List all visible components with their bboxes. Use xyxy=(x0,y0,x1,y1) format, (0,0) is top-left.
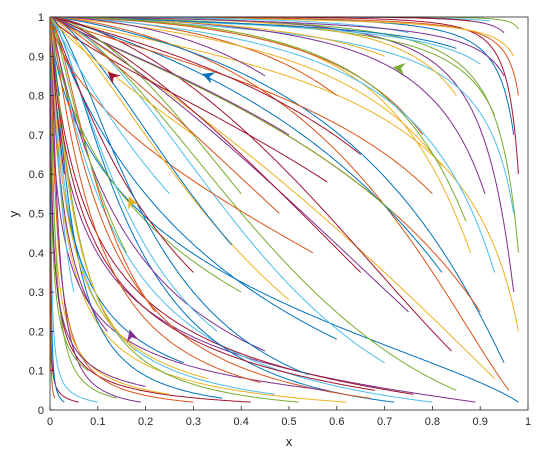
trajectory-line xyxy=(50,16,290,136)
trajectory-line xyxy=(50,16,443,273)
y-axis-label: y xyxy=(6,210,21,217)
trajectory-line xyxy=(49,16,299,403)
direction-arrow xyxy=(202,72,216,84)
trajectory-line xyxy=(50,16,495,273)
trajectory-line xyxy=(49,16,194,136)
trajectory-line xyxy=(50,16,452,352)
trajectory-line xyxy=(50,16,510,391)
x-tick-label: 0.4 xyxy=(234,416,249,428)
trajectory-line xyxy=(49,16,127,254)
plot-background xyxy=(50,17,528,410)
trajectory-line xyxy=(50,16,280,214)
x-tick-label: 0.8 xyxy=(425,416,440,428)
trajectory-line xyxy=(50,16,457,391)
x-tick-label: 0.1 xyxy=(90,416,105,428)
trajectory-line xyxy=(50,16,361,155)
trajectory-line xyxy=(49,17,266,352)
y-tick-label: 0.4 xyxy=(29,248,44,260)
trajectory-line xyxy=(49,16,433,403)
trajectory-line xyxy=(50,16,519,332)
y-tick-label: 0.5 xyxy=(29,209,44,221)
trajectory-line xyxy=(49,16,208,380)
x-tick-label: 1 xyxy=(525,416,531,428)
ticks-group: 0 0.1 0.2 0.3 0.4 0.5 0.6 0.7 0.8 0.9 1 0 0.1 0.2 0.3 0… xyxy=(29,12,531,428)
x-tick-label: 0.9 xyxy=(473,416,488,428)
direction-arrow xyxy=(128,196,140,210)
trajectory-line xyxy=(50,16,362,273)
arrows-group xyxy=(107,63,406,343)
y-tick-label: 0.7 xyxy=(29,130,44,142)
y-tick-label: 0.1 xyxy=(29,366,44,378)
direction-arrow xyxy=(126,329,139,343)
trajectory-line xyxy=(50,16,266,77)
trajectory-line xyxy=(50,16,385,364)
trajectory-line xyxy=(50,16,505,77)
trajectory-line xyxy=(50,16,218,332)
y-tick-label: 0.8 xyxy=(29,91,44,103)
x-tick-label: 0.6 xyxy=(329,416,344,428)
y-tick-label: 0.3 xyxy=(29,287,44,299)
x-tick-label: 0 xyxy=(47,416,53,428)
trajectory-line xyxy=(49,16,328,183)
trajectory-line xyxy=(49,16,118,399)
trajectory-line xyxy=(50,16,409,313)
y-tick-label: 1 xyxy=(38,12,44,24)
trajectory-line xyxy=(49,16,261,383)
direction-arrow xyxy=(107,71,121,85)
trajectory-line xyxy=(50,16,309,376)
trajectory-line xyxy=(49,16,170,195)
trajectory-line xyxy=(49,16,371,399)
trajectory-line xyxy=(49,16,314,254)
y-tick-label: 0 xyxy=(38,405,44,417)
trajectory-line xyxy=(49,16,242,293)
trajectory-line xyxy=(50,16,290,301)
trajectory-line xyxy=(50,16,194,273)
trajectory-line xyxy=(50,16,242,195)
x-tick-label: 0.5 xyxy=(281,416,296,428)
y-tick-label: 0.2 xyxy=(29,326,44,338)
trajectory-line xyxy=(50,16,433,195)
x-tick-label: 0.2 xyxy=(138,416,153,428)
x-tick-label: 0.3 xyxy=(186,416,201,428)
trajectory-line xyxy=(49,16,338,340)
trajectory-line xyxy=(50,16,232,246)
x-tick-label: 0.7 xyxy=(377,416,392,428)
y-tick-label: 0.9 xyxy=(29,51,44,63)
trajectory-line xyxy=(49,16,376,391)
x-axis-label: x xyxy=(286,434,293,449)
direction-arrow xyxy=(393,63,406,75)
trajectory-line xyxy=(50,16,467,222)
trajectory-line xyxy=(50,16,505,364)
y-tick-label: 0.6 xyxy=(29,169,44,181)
